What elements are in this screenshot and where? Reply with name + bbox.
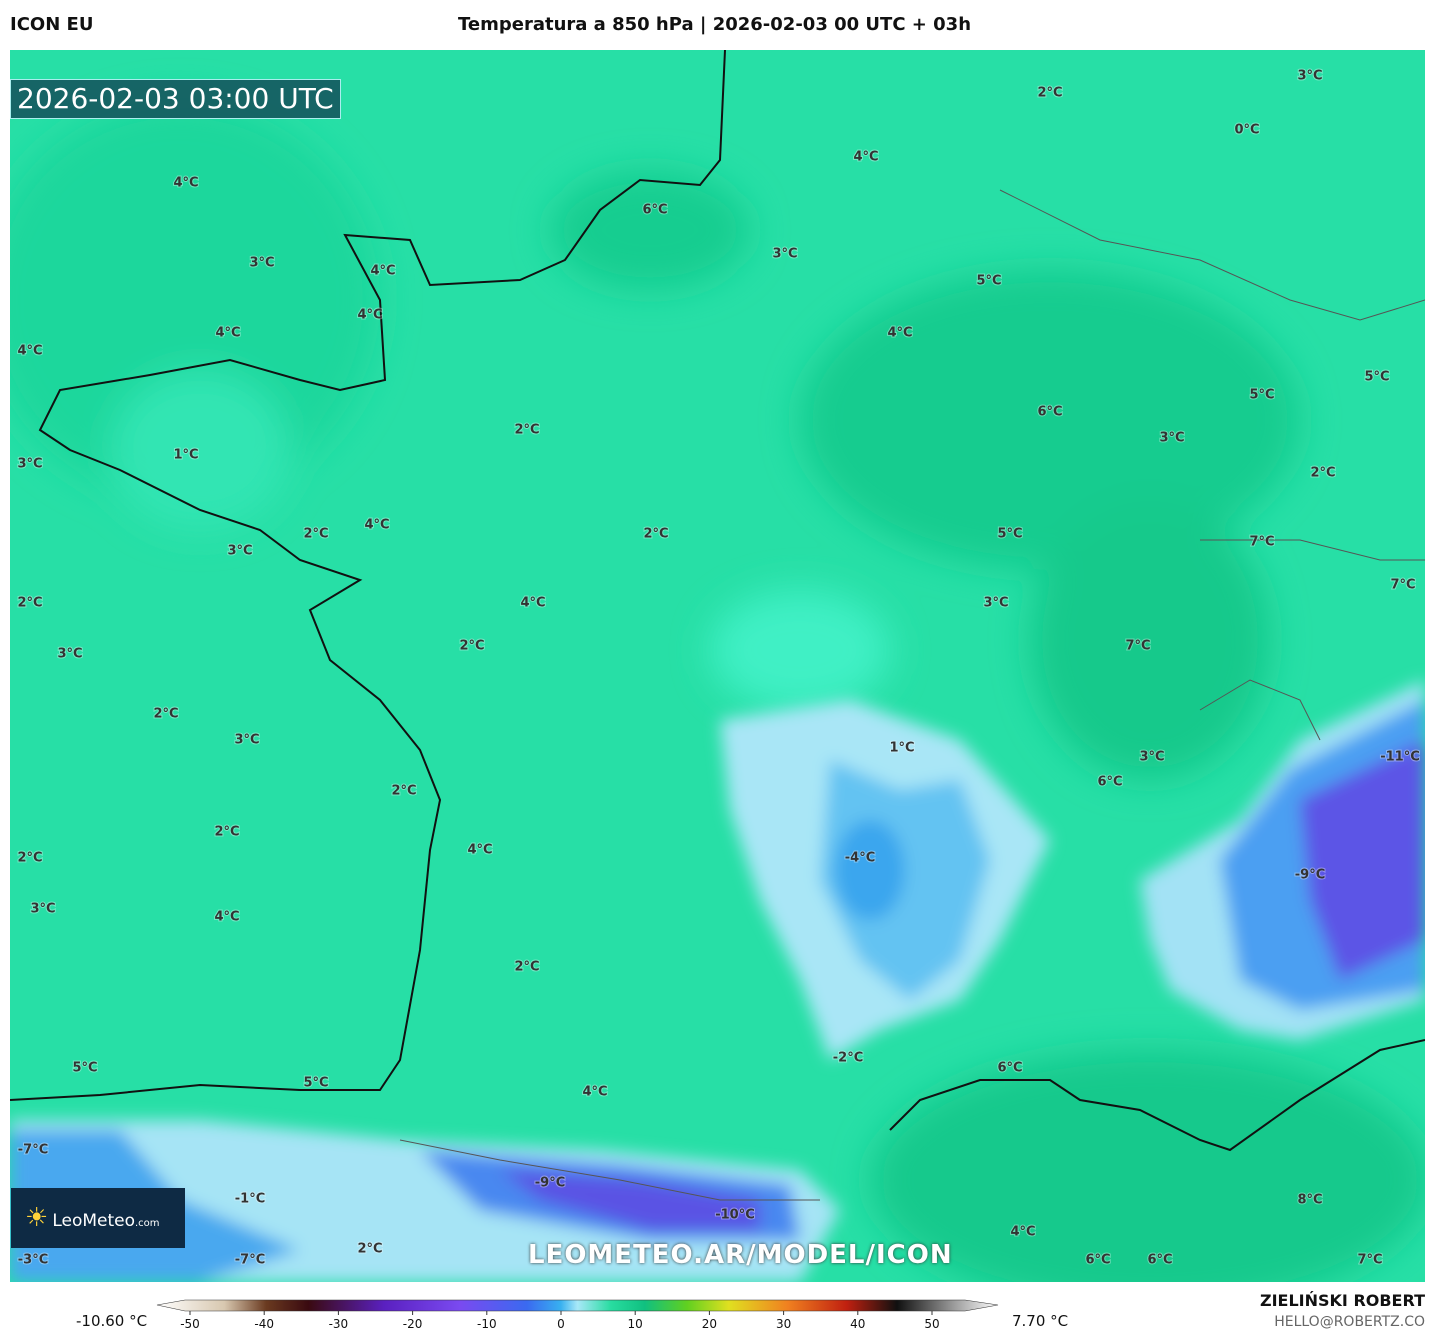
temperature-label: 8°C	[1297, 1193, 1322, 1208]
temperature-label: 6°C	[997, 1061, 1022, 1076]
colorbar-tick-label: 50	[924, 1317, 939, 1331]
temperature-label: 3°C	[30, 902, 55, 917]
max-label: 7.70 °C	[1012, 1312, 1069, 1330]
temperature-label: 6°C	[1097, 775, 1122, 790]
temperature-label: 3°C	[17, 457, 42, 472]
temperature-label: 4°C	[364, 518, 389, 533]
temperature-label: 3°C	[983, 596, 1008, 611]
temperature-label: 6°C	[642, 203, 667, 218]
temperature-label: 4°C	[215, 326, 240, 341]
temperature-label: 3°C	[772, 247, 797, 262]
temperature-label: 2°C	[459, 639, 484, 654]
borders	[399, 189, 1425, 1201]
temperature-label: 2°C	[17, 851, 42, 866]
logo-suffix: .com	[135, 1218, 160, 1229]
temperature-label: 4°C	[173, 176, 198, 191]
temperature-label: 4°C	[853, 150, 878, 165]
temperature-label: 3°C	[1297, 69, 1322, 84]
colorbar-tick-label: -30	[329, 1317, 349, 1331]
temperature-label: 6°C	[1085, 1253, 1110, 1268]
author-name: ZIELIŃSKI ROBERT	[1259, 1291, 1425, 1310]
temperature-label: -9°C	[1295, 868, 1325, 883]
temperature-label: 4°C	[467, 843, 492, 858]
temperature-label: 2°C	[514, 960, 539, 975]
temperature-label: 4°C	[17, 344, 42, 359]
temperature-label: 2°C	[514, 423, 539, 438]
temperature-label: 2°C	[303, 527, 328, 542]
temperature-label: 7°C	[1390, 578, 1415, 593]
colorbar-tick-label: -10	[477, 1317, 497, 1331]
min-label: -10.60 °C	[76, 1312, 148, 1330]
colorbar-tick-label: 20	[702, 1317, 717, 1331]
colorbar-tick-label: -50	[180, 1317, 200, 1331]
temperature-label: 7°C	[1357, 1253, 1382, 1268]
temperature-label: 5°C	[976, 274, 1001, 289]
temperature-label: -3°C	[18, 1253, 48, 1268]
temperature-label: 2°C	[357, 1242, 382, 1257]
colorbar-tick-label: -40	[254, 1317, 274, 1331]
temperature-label: -4°C	[845, 851, 875, 866]
logo-name: LeoMeteo	[52, 1211, 135, 1231]
temperature-label: 4°C	[357, 308, 382, 323]
model-name: ICON EU	[10, 14, 94, 35]
timestamp: 2026-02-03 03:00 UTC	[10, 79, 341, 119]
temperature-label: 5°C	[997, 527, 1022, 542]
temperature-label: 7°C	[1125, 639, 1150, 654]
temperature-label: 6°C	[1147, 1253, 1172, 1268]
temperature-label: 5°C	[72, 1061, 97, 1076]
temperature-label: 2°C	[1037, 86, 1062, 101]
temperature-label: 2°C	[1310, 466, 1335, 481]
temperature-label: 0°C	[1234, 123, 1259, 138]
author-email: HELLO@ROBERTZ.CO	[1274, 1314, 1425, 1330]
temperature-label: 5°C	[303, 1076, 328, 1091]
temperature-label: 3°C	[234, 733, 259, 748]
temperature-label: 2°C	[17, 596, 42, 611]
coastline	[10, 50, 1425, 1152]
colorbar-tick-label: 10	[628, 1317, 643, 1331]
map-title: Temperatura a 850 hPa | 2026-02-03 00 UT…	[458, 14, 972, 35]
temperature-label: 3°C	[57, 647, 82, 662]
temperature-label: 2°C	[153, 707, 178, 722]
temperature-label: -11°C	[1380, 750, 1420, 765]
colorbar-tick-label: -20	[403, 1317, 423, 1331]
colorbar-tick-label: 0	[557, 1317, 565, 1331]
temperature-label: 3°C	[1139, 750, 1164, 765]
temperature-label: -9°C	[535, 1176, 565, 1191]
temperature-label: 4°C	[520, 596, 545, 611]
temperature-label: 7°C	[1249, 535, 1274, 550]
watermark: LEOMETEO.AR/MODEL/ICON	[528, 1240, 953, 1270]
colorbar-tick-label: 40	[850, 1317, 865, 1331]
temperature-label: 5°C	[1249, 388, 1274, 403]
temperature-label: 6°C	[1037, 405, 1062, 420]
temperature-label: -7°C	[18, 1143, 48, 1158]
temperature-label: 2°C	[214, 825, 239, 840]
temperature-label: 3°C	[227, 544, 252, 559]
temperature-label: 4°C	[214, 910, 239, 925]
temperature-label: 4°C	[582, 1085, 607, 1100]
temperature-label: 3°C	[1159, 431, 1184, 446]
temperature-label: -10°C	[715, 1208, 755, 1223]
temperature-label: 1°C	[889, 741, 914, 756]
temperature-label: 4°C	[1010, 1225, 1035, 1240]
logo: ☀ LeoMeteo.com	[11, 1188, 185, 1248]
map: 3°C 2°C 0°C 4°C 4°C 6°C 3°C 3°C 4°C 5°C 4°C 4°C 4°C 4…	[10, 50, 1425, 1282]
temperature-label: -2°C	[833, 1051, 863, 1066]
temperature-label: -7°C	[235, 1253, 265, 1268]
temperature-label: -1°C	[235, 1192, 265, 1207]
temperature-label: 4°C	[370, 264, 395, 279]
temperature-label: 2°C	[391, 784, 416, 799]
temperature-label: 4°C	[887, 326, 912, 341]
temperature-label: 1°C	[173, 448, 198, 463]
colorbar: -50 -40 -30 -20 -10 0 10 20 30 40 50	[156, 1299, 999, 1331]
colorbar-tick-label: 30	[776, 1317, 791, 1331]
temperature-label: 5°C	[1364, 370, 1389, 385]
temperature-label: 3°C	[249, 256, 274, 271]
temperature-label: 2°C	[643, 527, 668, 542]
